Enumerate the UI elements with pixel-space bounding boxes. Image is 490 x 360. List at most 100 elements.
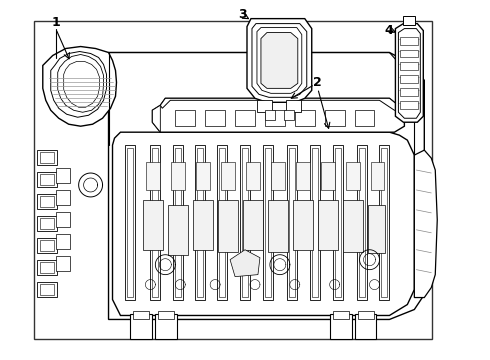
Bar (310, 145, 319, 300)
Bar (379, 145, 390, 300)
Bar (243, 200, 263, 250)
Bar (400, 37, 418, 45)
Polygon shape (395, 24, 423, 122)
Bar (284, 110, 294, 120)
Bar (219, 148, 225, 297)
Bar (152, 148, 158, 297)
Bar (286, 100, 301, 112)
Bar (265, 110, 285, 126)
Bar (56, 190, 70, 205)
Bar (40, 196, 54, 207)
Bar (37, 282, 57, 297)
Bar (355, 315, 376, 339)
Bar (235, 110, 255, 126)
Bar (150, 145, 160, 300)
Bar (40, 240, 54, 251)
Bar (56, 212, 70, 227)
Bar (312, 148, 318, 297)
Bar (37, 216, 57, 231)
Bar (400, 50, 418, 58)
Polygon shape (160, 98, 404, 110)
Bar (268, 200, 288, 252)
Bar (293, 200, 313, 250)
Bar (370, 162, 385, 190)
Bar (265, 110, 275, 120)
Bar (382, 148, 388, 297)
Bar (263, 145, 273, 300)
Bar (295, 110, 315, 126)
Bar (37, 172, 57, 187)
Polygon shape (152, 105, 160, 132)
Text: 4: 4 (384, 24, 393, 37)
Bar (333, 311, 348, 319)
Text: 1: 1 (51, 16, 60, 29)
Bar (240, 145, 250, 300)
Bar (34, 21, 432, 339)
Bar (197, 148, 203, 297)
Bar (333, 145, 343, 300)
Bar (196, 162, 210, 190)
Bar (40, 262, 54, 273)
Bar (40, 284, 54, 294)
Bar (155, 315, 177, 339)
Bar (287, 145, 297, 300)
Bar (325, 110, 344, 126)
Bar (358, 311, 373, 319)
Polygon shape (415, 150, 437, 298)
Bar (221, 162, 235, 190)
Bar (37, 150, 57, 165)
Polygon shape (113, 132, 415, 315)
Bar (296, 162, 310, 190)
Bar (217, 145, 227, 300)
Bar (330, 315, 352, 339)
Bar (37, 238, 57, 253)
Bar (193, 200, 213, 250)
Bar (133, 311, 149, 319)
Bar (345, 162, 360, 190)
Bar (357, 145, 367, 300)
Bar (56, 234, 70, 249)
Polygon shape (230, 250, 260, 276)
Polygon shape (108, 53, 424, 319)
Bar (125, 145, 135, 300)
Bar (56, 256, 70, 271)
Bar (173, 145, 183, 300)
Bar (130, 315, 152, 339)
Polygon shape (43, 46, 117, 126)
Bar (172, 162, 185, 190)
Bar (359, 148, 365, 297)
Bar (40, 174, 54, 185)
Text: 2: 2 (313, 76, 322, 89)
Text: 3: 3 (238, 8, 246, 21)
Bar (403, 15, 416, 24)
Bar (271, 162, 285, 190)
Bar (40, 152, 54, 163)
Bar (289, 148, 295, 297)
Polygon shape (261, 32, 298, 88)
Polygon shape (152, 98, 404, 132)
Bar (147, 162, 160, 190)
Bar (335, 148, 341, 297)
Bar (40, 218, 54, 229)
Bar (56, 168, 70, 183)
Bar (343, 200, 363, 252)
Bar (257, 100, 272, 112)
Bar (144, 200, 163, 250)
Bar (355, 110, 374, 126)
Bar (321, 162, 335, 190)
Bar (265, 148, 271, 297)
Bar (127, 148, 133, 297)
Bar (400, 62, 418, 71)
Bar (37, 260, 57, 275)
Bar (246, 162, 260, 190)
Bar (318, 200, 338, 250)
Bar (400, 101, 418, 109)
Bar (175, 148, 181, 297)
Bar (37, 194, 57, 209)
Bar (205, 110, 225, 126)
Bar (242, 148, 248, 297)
Bar (400, 88, 418, 96)
Bar (158, 311, 174, 319)
Bar (368, 205, 386, 253)
Polygon shape (247, 19, 312, 102)
